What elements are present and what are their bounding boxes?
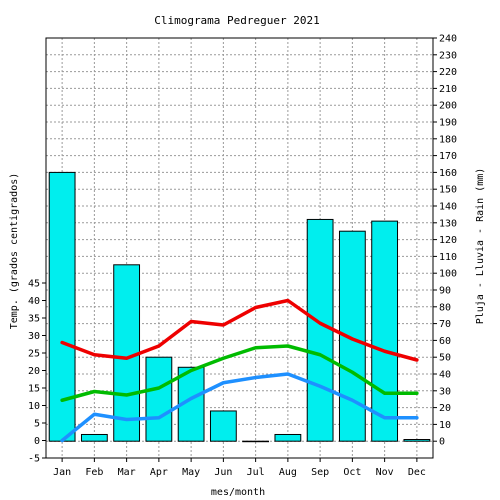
right-tick-label: 230 xyxy=(439,50,457,61)
right-tick-label: 90 xyxy=(439,286,451,297)
x-tick-label: Mar xyxy=(118,467,136,478)
left-tick-label: 5 xyxy=(34,419,40,430)
rain-bar xyxy=(274,433,302,442)
right-tick-label: 200 xyxy=(439,101,457,112)
rain-bar xyxy=(403,439,431,442)
x-tick-label: Nov xyxy=(376,467,394,478)
x-tick-label: Jul xyxy=(247,467,265,478)
left-tick-label: 20 xyxy=(28,366,40,377)
ticks-layer: 0102030405060708090100110120130140150160… xyxy=(28,34,457,479)
y-axis-label-left: Temp. (grados centigrados) xyxy=(9,173,20,330)
right-tick-label: 240 xyxy=(439,34,457,45)
x-tick-label: Jun xyxy=(214,467,232,478)
right-tick-label: 30 xyxy=(439,386,451,397)
x-tick-label: Jan xyxy=(53,467,71,478)
right-tick-label: 180 xyxy=(439,134,457,145)
right-tick-label: 170 xyxy=(439,151,457,162)
right-tick-label: 50 xyxy=(439,353,451,364)
right-tick-label: 190 xyxy=(439,118,457,129)
right-tick-label: 140 xyxy=(439,202,457,213)
right-tick-label: 120 xyxy=(439,235,457,246)
right-tick-label: 160 xyxy=(439,168,457,179)
right-tick-label: 130 xyxy=(439,218,457,229)
x-tick-label: May xyxy=(182,467,200,478)
left-tick-label: 0 xyxy=(34,436,40,447)
right-tick-label: 100 xyxy=(439,269,457,280)
temperature-line xyxy=(60,372,419,443)
right-tick-label: 210 xyxy=(439,84,457,95)
right-tick-label: 0 xyxy=(439,437,445,448)
right-tick-label: 150 xyxy=(439,185,457,196)
rain-bar xyxy=(209,410,237,442)
x-tick-label: Oct xyxy=(343,467,361,478)
temperature-line xyxy=(60,298,419,362)
x-tick-label: Apr xyxy=(150,467,168,478)
rain-bar xyxy=(80,433,108,442)
right-tick-label: 220 xyxy=(439,67,457,78)
right-tick-label: 60 xyxy=(439,336,451,347)
plot-frame xyxy=(45,37,434,459)
right-tick-label: 70 xyxy=(439,319,451,330)
right-tick-label: 20 xyxy=(439,403,451,414)
right-tick-label: 10 xyxy=(439,420,451,431)
chart-title: Climograma Pedreguer 2021 xyxy=(154,14,320,27)
rain-bar xyxy=(113,264,141,442)
right-tick-label: 110 xyxy=(439,252,457,263)
x-tick-label: Feb xyxy=(85,467,103,478)
rain-bar xyxy=(371,220,399,442)
x-tick-label: Aug xyxy=(279,467,297,478)
rain-bar xyxy=(306,218,334,442)
x-tick-label: Sep xyxy=(311,467,329,478)
lines-layer xyxy=(60,298,419,443)
left-tick-label: 15 xyxy=(28,384,40,395)
y-axis-label-right: Pluja - Lluvia - Rain (mm) xyxy=(475,168,486,325)
x-tick-label: Dec xyxy=(408,467,426,478)
left-tick-label: 10 xyxy=(28,401,40,412)
left-tick-label: 30 xyxy=(28,331,40,342)
left-tick-label: 45 xyxy=(28,279,40,290)
right-tick-label: 40 xyxy=(439,370,451,381)
temperature-line xyxy=(60,344,419,402)
right-tick-label: 80 xyxy=(439,302,451,313)
left-tick-label: 25 xyxy=(28,349,40,360)
left-tick-label: 40 xyxy=(28,296,40,307)
rain-bar xyxy=(242,440,270,443)
x-axis-label: mes/month xyxy=(211,487,265,498)
rain-bar xyxy=(145,356,173,442)
left-tick-label: -5 xyxy=(28,454,40,465)
left-tick-label: 35 xyxy=(28,314,40,325)
